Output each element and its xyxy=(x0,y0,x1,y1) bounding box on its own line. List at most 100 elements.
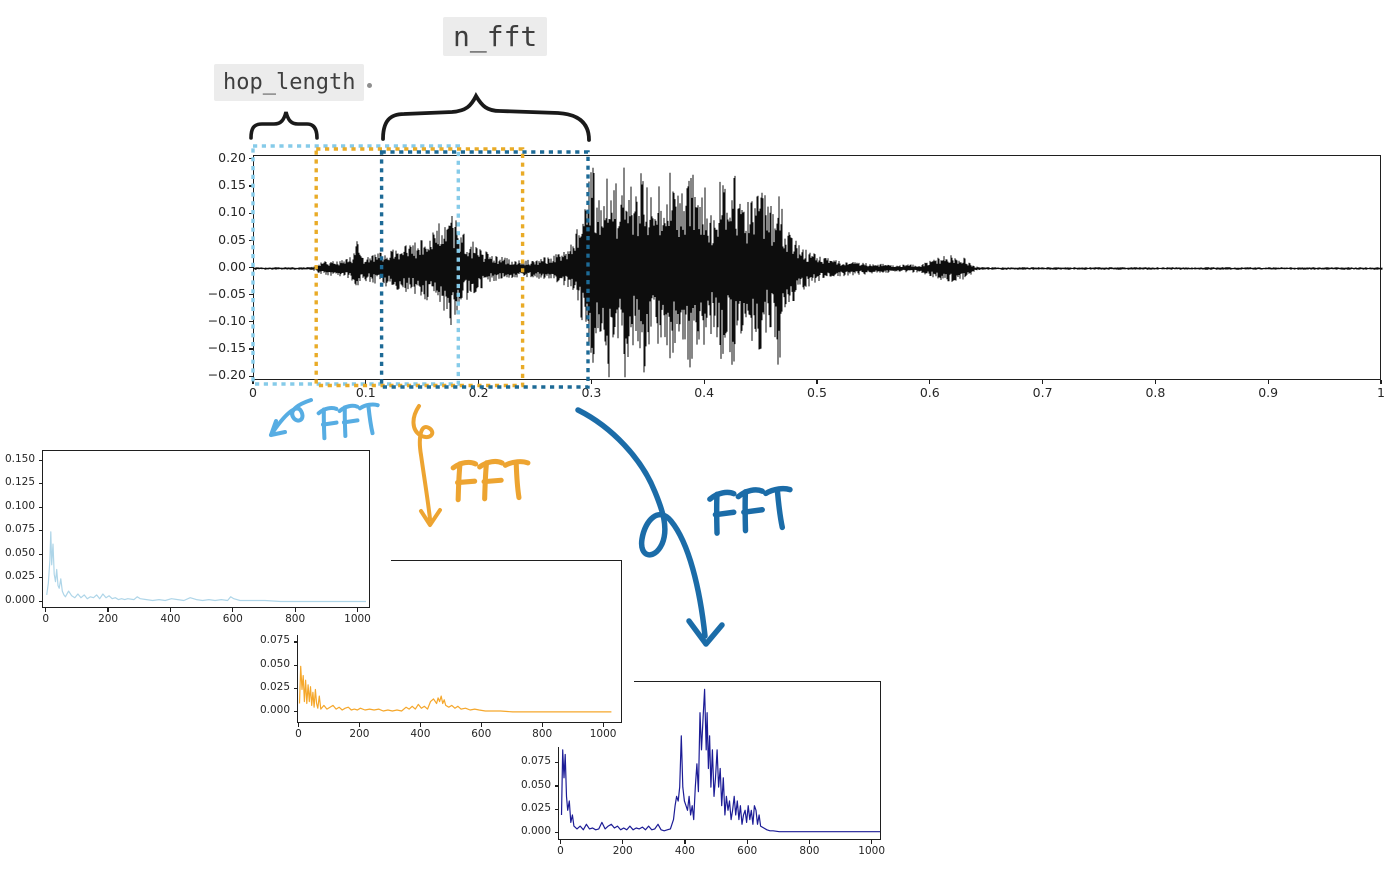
x-tick-label: 0.5 xyxy=(807,385,827,400)
x-tick-mark xyxy=(365,380,367,384)
x-tick-label: 800 xyxy=(532,727,553,740)
x-tick-mark xyxy=(45,608,47,612)
y-tick-label: 0.15 xyxy=(218,177,246,193)
hop-length-code-label: hop_length xyxy=(214,64,365,101)
x-tick-label: 0 xyxy=(249,385,257,400)
waveform-figure-plot xyxy=(253,167,1383,378)
waveform-figure-axes xyxy=(253,155,1383,380)
x-tick-mark xyxy=(358,723,361,727)
x-tick-mark xyxy=(684,840,686,844)
small-dot xyxy=(367,83,372,88)
x-tick-label: 600 xyxy=(222,612,243,625)
y-tick-mark xyxy=(293,641,297,643)
x-tick-mark xyxy=(294,608,296,612)
x-tick-label: 0.2 xyxy=(468,385,489,400)
x-tick-mark xyxy=(703,380,705,384)
y-tick-mark xyxy=(38,459,42,461)
x-tick-mark xyxy=(602,723,604,727)
y-tick-mark xyxy=(249,375,253,377)
n-fft-brace xyxy=(381,92,591,142)
y-tick-mark xyxy=(38,506,42,508)
y-tick-mark xyxy=(38,577,42,579)
y-tick-label: 0.000 xyxy=(259,704,290,717)
y-tick-mark xyxy=(249,266,253,269)
x-tick-label: 0 xyxy=(295,727,302,740)
hop-length-brace xyxy=(249,111,319,140)
x-tick-mark xyxy=(622,840,624,844)
x-tick-label: 200 xyxy=(349,727,370,740)
fft-figure-1: 0 200 400 600 800 1000 0.000 0.025 0.050 0.075 0.1… xyxy=(3,437,391,635)
x-tick-mark xyxy=(1380,380,1382,384)
x-tick-label: 0.8 xyxy=(1145,385,1166,400)
fft-figure-1-plot xyxy=(46,531,366,603)
y-tick-mark xyxy=(38,553,42,555)
y-tick-mark xyxy=(293,687,297,690)
x-tick-label: 200 xyxy=(612,844,633,857)
x-tick-label: 600 xyxy=(737,844,758,857)
x-tick-mark xyxy=(107,608,109,612)
y-tick-label: 0.20 xyxy=(218,150,246,166)
y-tick-mark xyxy=(554,808,558,810)
y-tick-mark xyxy=(249,239,253,241)
y-tick-mark xyxy=(249,321,253,323)
y-tick-label: −0.10 xyxy=(207,313,246,329)
y-tick-label: 0.05 xyxy=(218,231,246,247)
y-tick-label: 0.000 xyxy=(4,593,35,606)
y-tick-mark xyxy=(554,762,558,764)
y-tick-label: −0.05 xyxy=(207,285,246,301)
y-tick-label: 0.10 xyxy=(218,204,246,220)
fft-figure-1-axes xyxy=(42,450,370,608)
y-tick-label: 0.050 xyxy=(520,778,551,791)
x-tick-mark xyxy=(871,840,873,844)
x-tick-label: 0.4 xyxy=(694,385,715,400)
y-tick-mark xyxy=(554,785,558,787)
x-tick-mark xyxy=(590,380,592,384)
y-tick-mark xyxy=(293,711,297,713)
x-tick-mark xyxy=(1267,380,1269,384)
x-tick-mark xyxy=(232,608,234,612)
y-tick-label: 0.125 xyxy=(4,476,35,489)
y-tick-label: 0.100 xyxy=(4,499,35,512)
x-tick-label: 200 xyxy=(98,612,119,625)
y-tick-mark xyxy=(38,600,42,602)
y-tick-label: 0.025 xyxy=(520,801,551,814)
fft-figure-2-axes xyxy=(297,560,622,723)
x-tick-label: 0 xyxy=(42,612,50,625)
waveform-figure: 0 0.1 0.2 0.3 0.4 0.5 0.6 0.7 0.8 0.9 1 0.20 0.15 0.1… xyxy=(190,138,1400,430)
x-tick-mark xyxy=(169,608,172,612)
x-tick-mark xyxy=(419,723,421,727)
x-tick-label: 1000 xyxy=(589,727,617,740)
x-tick-mark xyxy=(816,380,818,384)
x-tick-label: 800 xyxy=(285,612,306,625)
x-tick-mark xyxy=(541,723,543,727)
y-tick-label: 0.050 xyxy=(4,546,35,559)
x-tick-label: 800 xyxy=(799,844,820,857)
x-tick-label: 400 xyxy=(160,612,181,625)
x-tick-mark xyxy=(356,608,359,612)
x-tick-mark xyxy=(929,380,931,384)
fft-figure-3-plot xyxy=(560,688,881,833)
x-tick-mark xyxy=(297,723,300,727)
x-tick-label: 0.3 xyxy=(581,385,602,400)
fft-handwritten-label-2 xyxy=(453,460,529,500)
y-tick-label: 0.050 xyxy=(259,657,290,670)
x-tick-label: 0.7 xyxy=(1032,385,1053,400)
x-tick-mark xyxy=(1042,380,1044,384)
y-tick-mark xyxy=(293,664,297,666)
y-tick-label: 0.025 xyxy=(259,681,290,694)
y-tick-label: 0.075 xyxy=(4,523,35,536)
x-tick-label: 600 xyxy=(471,727,492,740)
y-tick-label: 0.00 xyxy=(218,258,246,274)
x-tick-label: 0.1 xyxy=(355,385,376,400)
fft-figure-2: 0 200 400 600 800 1000 0.000 0.025 0.050 0.075 xyxy=(246,551,634,747)
y-tick-label: −0.15 xyxy=(207,340,246,356)
y-tick-mark xyxy=(249,158,253,160)
y-tick-mark xyxy=(249,212,253,214)
y-tick-mark xyxy=(38,483,42,485)
y-tick-label: 0.000 xyxy=(520,825,551,838)
x-tick-mark xyxy=(1154,380,1156,384)
x-tick-label: 0.6 xyxy=(919,385,940,400)
x-tick-mark xyxy=(746,840,748,844)
y-tick-label: 0.150 xyxy=(4,452,35,465)
